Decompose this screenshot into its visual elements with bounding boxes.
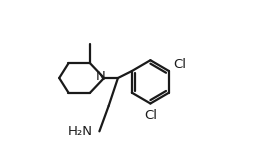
Text: H₂N: H₂N bbox=[68, 125, 93, 138]
Text: N: N bbox=[95, 70, 105, 83]
Text: Cl: Cl bbox=[144, 109, 157, 122]
Text: Cl: Cl bbox=[173, 58, 186, 71]
